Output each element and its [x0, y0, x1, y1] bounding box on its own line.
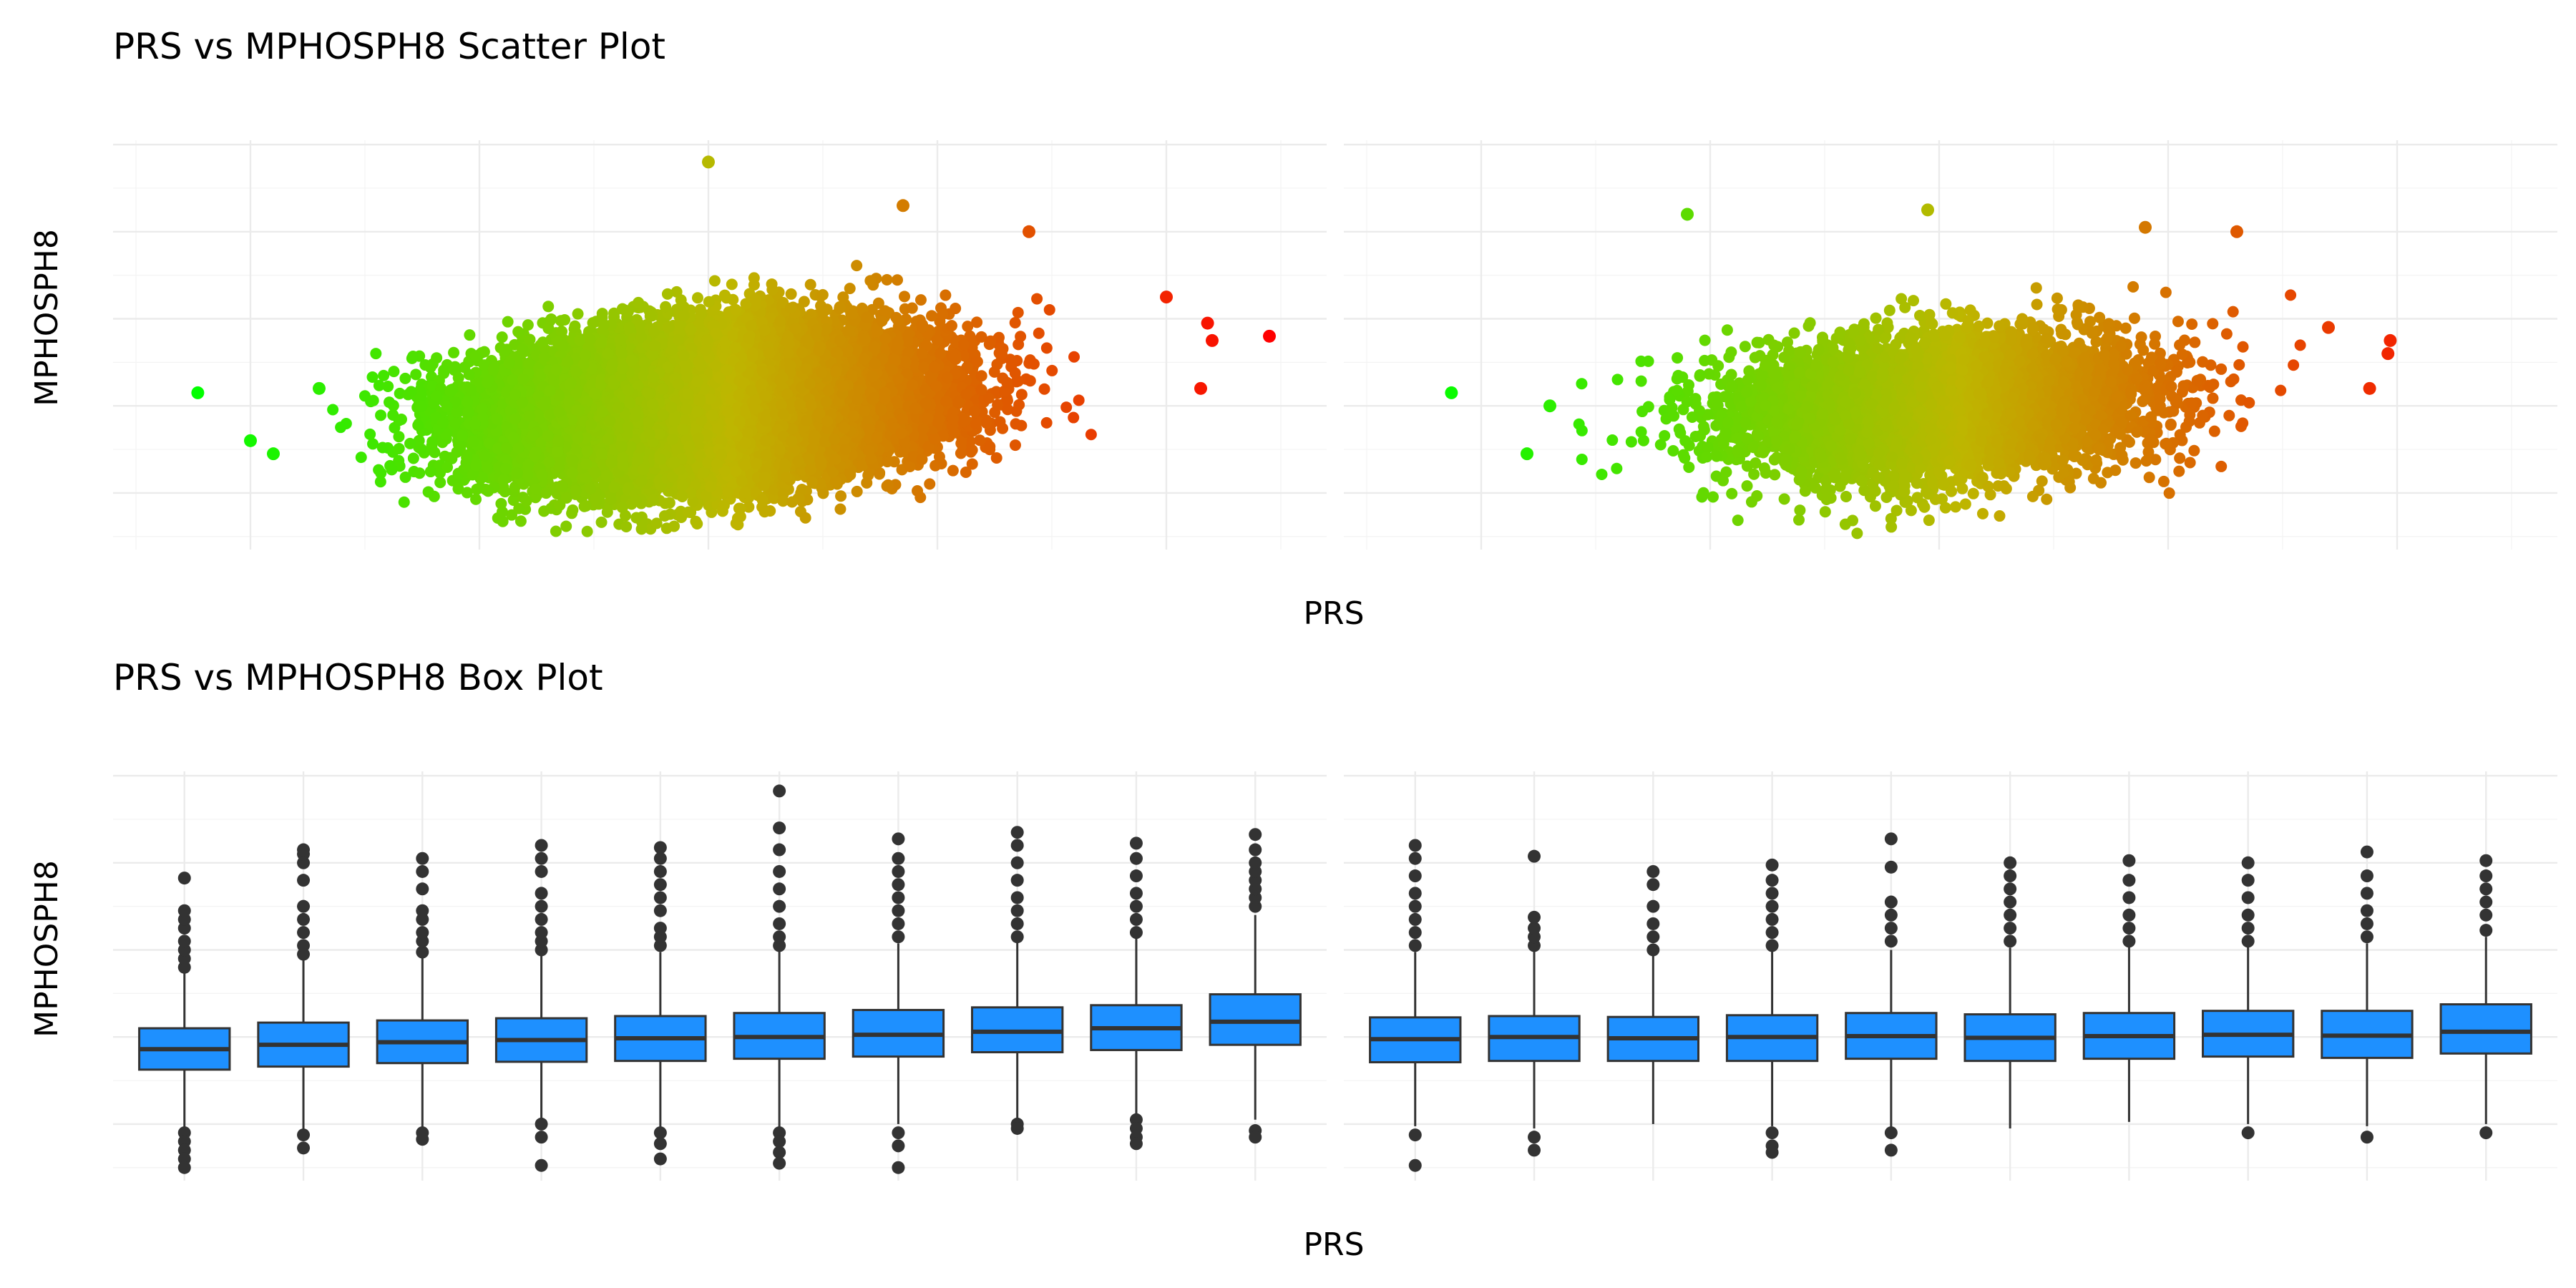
scatter-point: [966, 458, 978, 470]
scatter-point: [960, 467, 972, 479]
scatter-point: [851, 485, 863, 497]
scatter-y-axis-title: MPHOSPH8: [29, 229, 65, 406]
scatter-point: [367, 438, 379, 450]
scatter-point: [1033, 327, 1045, 339]
scatter-point: [1012, 306, 1024, 318]
scatter-plot-section: PRS vs MPHOSPH8 Scatter Plot MPHOSPH8 PR…: [29, 26, 2557, 632]
scatter-point: [388, 366, 400, 378]
scatter-point: [1015, 389, 1028, 401]
scatter-point: [785, 288, 797, 300]
scatter-points: [191, 155, 1276, 537]
scatter-point: [550, 525, 562, 537]
scatter-point: [394, 387, 406, 399]
scatter-point: [497, 515, 509, 527]
scatter-point: [1031, 293, 1043, 305]
scatter-x-axis-title: PRS: [1303, 595, 1364, 632]
scatter-point: [507, 494, 519, 507]
scatter-panels: [113, 140, 2557, 550]
scatter-plot-title: PRS vs MPHOSPH8 Scatter Plot: [113, 26, 665, 67]
scatter-point: [375, 409, 387, 421]
scatter-point: [691, 292, 703, 304]
scatter-panel-train: [113, 140, 1327, 550]
